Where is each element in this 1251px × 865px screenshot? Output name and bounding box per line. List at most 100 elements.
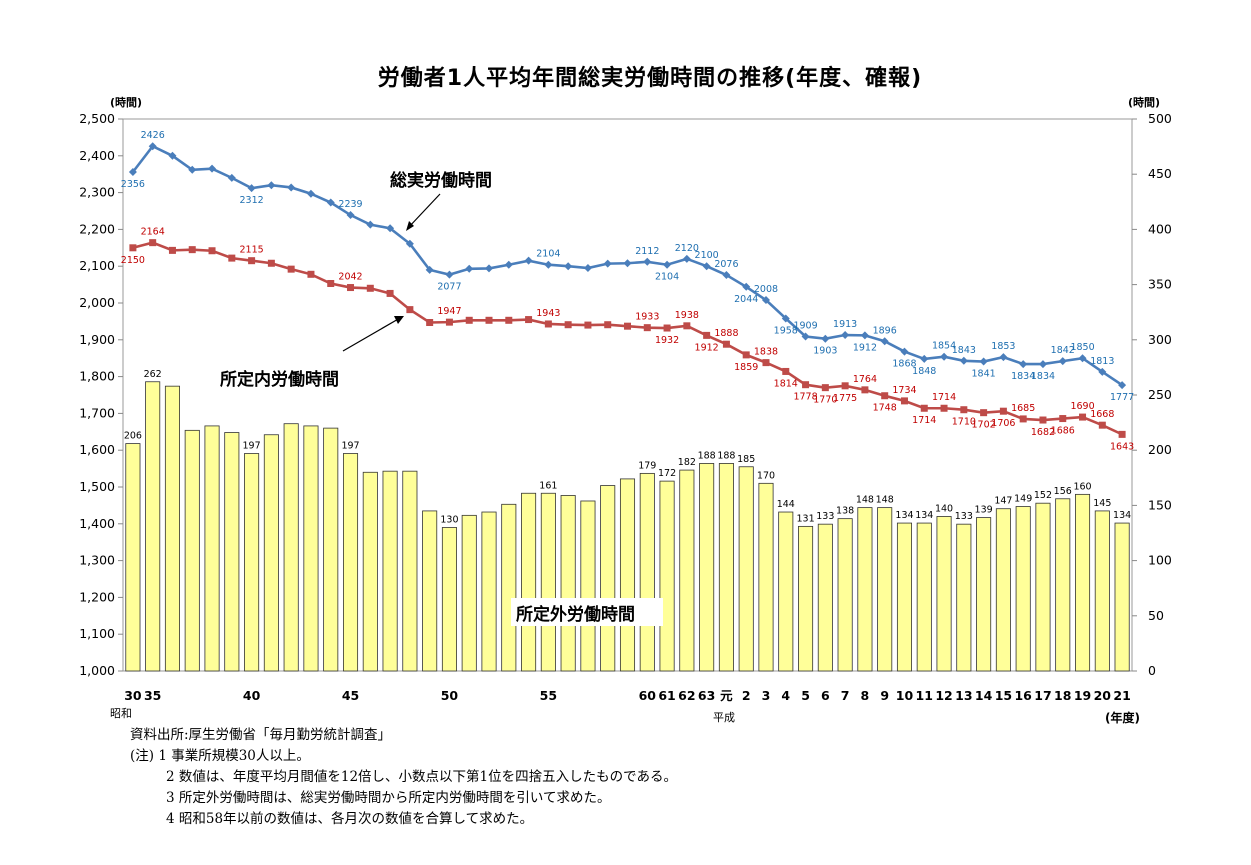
x-tick-label: 50 — [441, 688, 459, 703]
bar-overtime — [738, 466, 754, 672]
x-tick-label: 62 — [678, 688, 695, 703]
point-total-hours — [761, 296, 770, 305]
bar-overtime — [1055, 498, 1071, 672]
line-value-label: 1903 — [813, 346, 837, 357]
bar-overtime — [817, 523, 833, 672]
point-scheduled-hours — [604, 321, 612, 329]
bar-value-label: 133 — [955, 511, 973, 522]
line-value-label: 2008 — [754, 284, 778, 295]
line-value-label: 2312 — [240, 195, 264, 206]
line-value-label: 2042 — [338, 272, 362, 283]
x-tick-label: 12 — [935, 688, 952, 703]
line-value-label: 2077 — [437, 282, 461, 293]
x-tick-label: 55 — [540, 688, 557, 703]
line-value-label: 1932 — [655, 335, 679, 346]
line-value-label: 1682 — [1031, 427, 1055, 438]
line-value-label: 1714 — [932, 392, 956, 403]
bar-value-label: 133 — [816, 511, 834, 522]
left-tick-label: 1,800 — [79, 369, 115, 384]
x-tick-label: 5 — [801, 688, 810, 703]
x-tick-label: 20 — [1094, 688, 1112, 703]
line-value-label: 1843 — [952, 345, 976, 356]
source-note: 資料出所:厚生労働省「毎月勤労統計調査」 — [130, 727, 392, 743]
x-tick-label: 10 — [896, 688, 914, 703]
bar-overtime — [580, 500, 596, 672]
point-total-hours — [623, 259, 632, 268]
point-scheduled-hours — [366, 284, 374, 292]
x-tick-label: 9 — [880, 688, 889, 703]
line-value-label: 1710 — [952, 417, 976, 428]
label-scheduled-hours: 所定内労働時間 — [220, 369, 339, 390]
line-value-label: 1850 — [1070, 342, 1094, 353]
bar-overtime — [323, 427, 339, 672]
bar-value-label: 206 — [124, 431, 142, 442]
point-scheduled-hours — [643, 324, 651, 332]
line-value-label: 1854 — [932, 341, 956, 352]
point-total-hours — [287, 183, 296, 192]
line-value-label: 1685 — [1011, 403, 1035, 414]
point-scheduled-hours — [544, 320, 552, 328]
left-tick-label: 1,700 — [79, 405, 115, 420]
x-tick-label: 40 — [243, 688, 261, 703]
bar-value-label: 138 — [836, 506, 854, 517]
line-value-label: 1777 — [1110, 392, 1134, 403]
left-tick-label: 1,200 — [79, 589, 115, 604]
bar-overtime — [461, 514, 477, 672]
bar-overtime — [659, 480, 675, 672]
bar-overtime — [402, 470, 418, 672]
line-value-label: 1770 — [813, 395, 837, 406]
x-tick-label: 60 — [639, 688, 657, 703]
bar-value-label: 152 — [1034, 490, 1052, 501]
x-tick-label: 30 — [124, 688, 142, 703]
right-tick-label: 400 — [1148, 221, 1172, 236]
line-value-label: 1947 — [437, 306, 461, 317]
line-value-label: 1853 — [991, 341, 1015, 352]
line-value-label: 2150 — [121, 255, 145, 266]
point-scheduled-hours — [762, 359, 770, 367]
x-tick-label: 61 — [658, 688, 675, 703]
line-value-label: 1834 — [1031, 371, 1055, 382]
x-tick-label: 19 — [1074, 688, 1091, 703]
bar-value-label: 156 — [1054, 486, 1072, 497]
line-value-label: 1958 — [774, 325, 798, 336]
point-total-hours — [781, 314, 790, 323]
bar-value-label: 185 — [737, 454, 755, 465]
point-total-hours — [524, 256, 533, 265]
bar-overtime — [699, 463, 715, 672]
line-value-label: 2104 — [655, 272, 679, 283]
point-scheduled-hours — [505, 316, 513, 324]
right-tick-label: 0 — [1148, 663, 1156, 678]
bar-overtime — [758, 482, 774, 672]
point-scheduled-hours — [900, 397, 908, 405]
callout-arrowhead-total — [406, 221, 414, 231]
point-total-hours — [860, 331, 869, 340]
point-scheduled-hours — [564, 321, 572, 329]
point-total-hours — [742, 282, 751, 291]
bar-overtime — [204, 425, 220, 672]
x-tick-label: 15 — [995, 688, 1012, 703]
point-total-hours — [366, 220, 375, 229]
bar-value-label: 149 — [1014, 494, 1032, 505]
point-total-hours — [485, 264, 494, 273]
point-scheduled-hours — [248, 257, 256, 265]
x-tick-label: 13 — [955, 688, 972, 703]
left-tick-label: 2,200 — [79, 221, 115, 236]
point-total-hours — [702, 262, 711, 271]
bar-value-label: 140 — [935, 503, 953, 514]
point-total-hours — [346, 211, 355, 220]
bar-value-label: 197 — [243, 441, 261, 452]
left-tick-label: 1,100 — [79, 626, 115, 641]
line-value-label: 1909 — [793, 320, 817, 331]
x-tick-label: 35 — [144, 688, 161, 703]
bar-value-label: 188 — [698, 450, 716, 461]
bar-overtime — [1035, 502, 1051, 672]
point-total-hours — [940, 352, 949, 361]
point-total-hours — [959, 356, 968, 365]
point-scheduled-hours — [683, 322, 691, 330]
x-tick-label: 3 — [762, 688, 771, 703]
bar-overtime — [639, 472, 655, 672]
bar-overtime — [501, 503, 517, 672]
right-tick-label: 350 — [1148, 277, 1172, 292]
point-scheduled-hours — [742, 351, 750, 359]
point-total-hours — [880, 337, 889, 346]
